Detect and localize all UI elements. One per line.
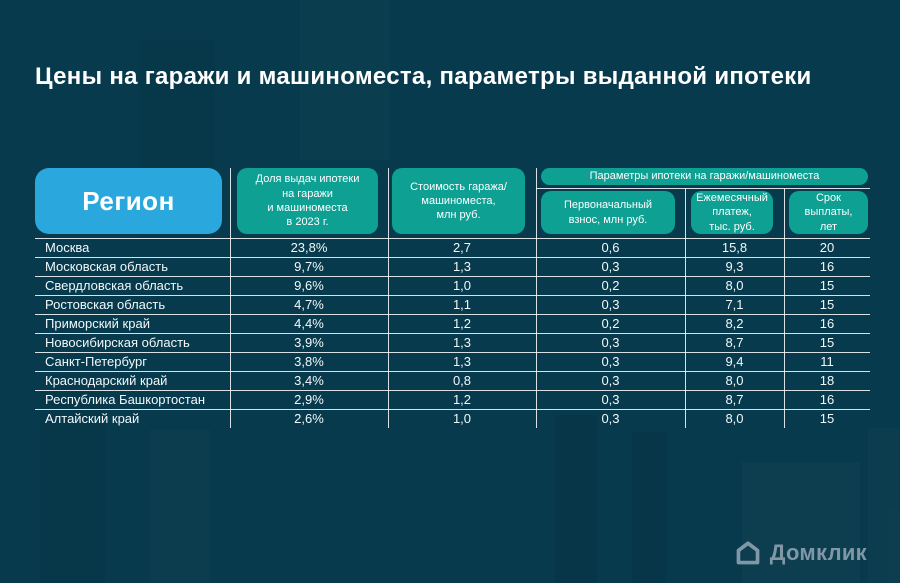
cell-term: 15: [819, 297, 835, 312]
cell-share: 4,7%: [294, 297, 324, 312]
logo-text: Домклик: [769, 540, 867, 565]
data-table: Регион Доля выдач ипотеки на гаражи и ма…: [35, 168, 870, 428]
cell-share: 3,4%: [294, 373, 324, 388]
cell-down: 0,3: [601, 411, 620, 426]
cell-cost: 1,3: [452, 259, 472, 274]
house-icon: [735, 540, 761, 566]
cell-term: 15: [819, 335, 835, 350]
cell-share: 2,6%: [294, 411, 324, 426]
table-row: Санкт-Петербург 3,8% 1,3 0,3 9,4 11: [35, 352, 870, 371]
cell-cost: 1,3: [452, 354, 472, 369]
column-group-header-mortgage-params: Параметры ипотеки на гаражи/машиноместа: [541, 168, 868, 185]
cell-region: Московская область: [45, 259, 169, 274]
cell-monthly: 8,0: [725, 373, 744, 388]
cell-region: Приморский край: [45, 316, 150, 331]
table-row: Новосибирская область 3,9% 1,3 0,3 8,7 15: [35, 333, 870, 352]
cell-share: 9,6%: [294, 278, 324, 293]
column-header-region: Регион: [35, 168, 222, 234]
table-row: Краснодарский край 3,4% 0,8 0,3 8,0 18: [35, 371, 870, 390]
cell-term: 15: [819, 411, 835, 426]
cell-share: 4,4%: [294, 316, 324, 331]
cell-region: Новосибирская область: [45, 335, 190, 350]
cell-down: 0,3: [601, 373, 620, 388]
background-skyline: [555, 415, 597, 583]
cell-region: Республика Башкортостан: [45, 392, 205, 407]
cell-term: 20: [819, 240, 835, 255]
cell-region: Ростовская область: [45, 297, 166, 312]
column-header-down-payment: Первоначальный взнос, млн руб.: [541, 191, 675, 234]
table-row: Московская область 9,7% 1,3 0,3 9,3 16: [35, 257, 870, 276]
cell-monthly: 9,4: [725, 354, 744, 369]
cell-term: 16: [819, 316, 835, 331]
cell-monthly: 8,0: [725, 411, 744, 426]
cell-share: 3,8%: [294, 354, 324, 369]
column-divider: [685, 188, 686, 428]
cell-monthly: 9,3: [725, 259, 744, 274]
background-skyline: [632, 432, 666, 583]
cell-monthly: 7,1: [725, 297, 744, 312]
cell-cost: 1,0: [452, 411, 472, 426]
page-title: Цены на гаражи и машиноместа, параметры …: [35, 63, 812, 90]
column-divider: [230, 168, 231, 428]
cell-down: 0,3: [601, 392, 620, 407]
cell-down: 0,3: [601, 297, 620, 312]
table-body: Москва 23,8% 2,7 0,6 15,8 20 Московская област…: [35, 238, 870, 428]
background-skyline: [868, 428, 900, 583]
column-header-term: Срок выплаты, лет: [789, 191, 868, 234]
cell-cost: 1,2: [452, 392, 472, 407]
table-row: Ростовская область 4,7% 1,1 0,3 7,1 15: [35, 295, 870, 314]
column-divider: [388, 168, 389, 428]
cell-region: Алтайский край: [45, 411, 140, 426]
domclick-logo: Домклик: [735, 540, 867, 566]
cell-region: Свердловская область: [45, 278, 184, 293]
cell-cost: 1,3: [452, 335, 472, 350]
cell-region: Краснодарский край: [45, 373, 168, 388]
cell-monthly: 8,7: [725, 335, 744, 350]
cell-term: 11: [820, 354, 834, 369]
cell-term: 16: [819, 392, 835, 407]
cell-down: 0,2: [601, 278, 620, 293]
column-divider: [784, 188, 785, 428]
cell-down: 0,6: [601, 240, 620, 255]
column-header-share: Доля выдач ипотеки на гаражи и машиномес…: [237, 168, 378, 234]
cell-term: 18: [819, 373, 835, 388]
table-row: Приморский край 4,4% 1,2 0,2 8,2 16: [35, 314, 870, 333]
cell-share: 23,8%: [290, 240, 328, 255]
cell-term: 15: [819, 278, 835, 293]
column-header-monthly-payment: Ежемесячный платеж, тыс. руб.: [691, 191, 773, 234]
cell-down: 0,3: [601, 335, 620, 350]
cell-monthly: 8,0: [725, 278, 744, 293]
cell-term: 16: [819, 259, 835, 274]
cell-cost: 1,0: [452, 278, 472, 293]
cell-monthly: 8,7: [725, 392, 744, 407]
table-row: Алтайский край 2,6% 1,0 0,3 8,0 15: [35, 409, 870, 428]
table-row: Свердловская область 9,6% 1,0 0,2 8,0 15: [35, 276, 870, 295]
cell-monthly: 15,8: [721, 240, 748, 255]
cell-region: Москва: [45, 240, 90, 255]
background-skyline: [40, 390, 105, 583]
cell-down: 0,3: [601, 259, 620, 274]
column-header-cost: Стоимость гаража/ машиноместа, млн руб.: [392, 168, 525, 234]
group-header-divider: [536, 188, 870, 189]
cell-cost: 1,2: [452, 316, 472, 331]
cell-cost: 2,7: [452, 240, 472, 255]
table-row: Республика Башкортостан 2,9% 1,2 0,3 8,7 16: [35, 390, 870, 409]
cell-share: 9,7%: [294, 259, 324, 274]
background-skyline: [150, 430, 210, 583]
cell-down: 0,3: [601, 354, 620, 369]
cell-cost: 0,8: [452, 373, 472, 388]
cell-monthly: 8,2: [725, 316, 744, 331]
cell-region: Санкт-Петербург: [45, 354, 147, 369]
cell-share: 2,9%: [294, 392, 324, 407]
table-row: Москва 23,8% 2,7 0,6 15,8 20: [35, 238, 870, 257]
column-divider: [536, 168, 537, 428]
cell-share: 3,9%: [294, 335, 324, 350]
cell-down: 0,2: [601, 316, 620, 331]
cell-cost: 1,1: [452, 297, 472, 312]
